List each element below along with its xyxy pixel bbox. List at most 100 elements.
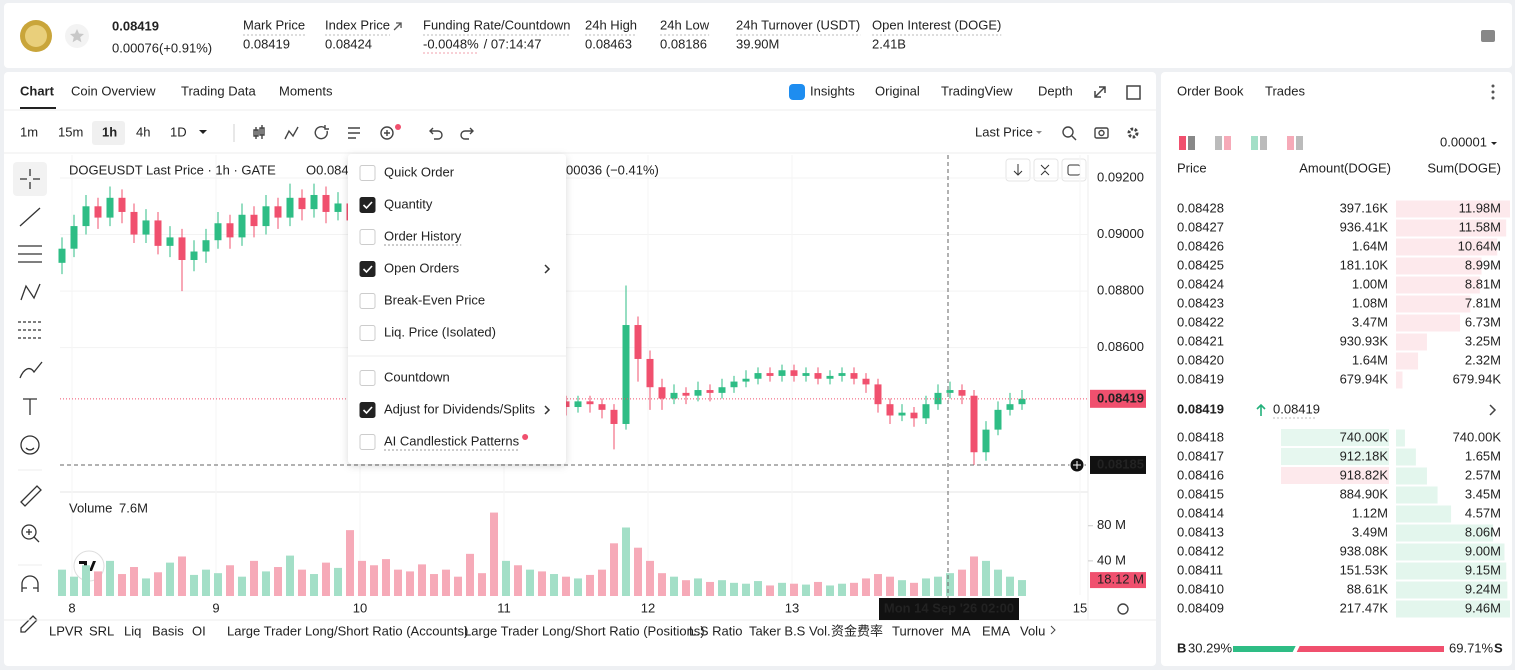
price-type[interactable]: Last Price [975,124,1033,139]
axis-settings[interactable] [1117,603,1129,615]
undo-icon[interactable] [429,127,443,140]
fib-tool[interactable] [18,245,42,263]
pattern-tool[interactable] [20,283,41,301]
projection-tool[interactable] [18,321,42,339]
search-icon[interactable] [1062,126,1074,138]
camera-icon[interactable] [1094,127,1109,139]
chart-tab[interactable]: Coin Overview [71,83,156,98]
ob-tab[interactable]: Trades [1265,83,1305,98]
indicator-tab[interactable]: OI [192,623,206,638]
trendline-tool[interactable] [19,207,41,227]
ob-tab[interactable]: Order Book [1177,83,1244,98]
volume-bar [610,543,618,596]
indicator-tab[interactable]: Volu [1020,623,1045,638]
mid-chevron[interactable] [1489,404,1497,416]
menu-item-label[interactable]: Quick Order [384,164,455,179]
menu-checkbox[interactable] [359,197,376,213]
menu-checkbox[interactable] [359,261,376,277]
settings-icon[interactable] [1127,127,1139,139]
header-icon[interactable] [1481,30,1495,42]
toolbar-icons [199,124,1139,142]
brush-tool[interactable] [19,361,43,379]
view-tab[interactable]: Original [875,83,920,98]
menu-checkbox[interactable] [359,229,376,245]
pencil-tool[interactable] [20,615,38,633]
ruler-tool[interactable] [20,485,42,507]
emoji-tool[interactable] [20,435,40,455]
zoom-tool[interactable] [21,524,37,540]
indicator-tab[interactable]: Turnover [892,623,944,638]
fullscreen-icon[interactable] [1094,86,1106,98]
redo-icon[interactable] [460,127,474,140]
ob-precision[interactable]: 0.00001 [1440,134,1487,149]
replay-icon[interactable] [314,125,329,140]
menu-item-label[interactable]: Quantity [384,196,433,211]
crosshair-tool[interactable] [20,169,40,189]
camera-lens [1098,129,1105,137]
candles-icon[interactable] [253,125,265,139]
menu-item-label[interactable]: Adjust for Dividends/Splits [384,401,536,416]
price-type-dropdown[interactable] [1036,131,1042,134]
window-icon[interactable] [1126,85,1141,100]
candle-body [970,395,978,453]
last-price: 0.08419 [112,18,159,33]
view-tab[interactable]: Depth [1038,83,1073,98]
ob-price: 0.08419 [1177,371,1224,386]
indicator-tab[interactable]: Taker B.S Vol. [749,623,831,638]
template-icon[interactable] [348,127,360,139]
mode-sell[interactable] [1251,136,1258,150]
indicators-icon[interactable] [284,126,299,140]
indicator-tab[interactable]: L.S Ratio [689,623,742,638]
menu-item-label[interactable]: Order History [384,228,462,243]
interval[interactable]: 1D [170,124,187,139]
magnet-tool[interactable] [21,575,39,592]
precision-dropdown[interactable] [1491,142,1497,145]
menu-item-label[interactable]: Liq. Price (Isolated) [384,324,496,339]
menu-checkbox[interactable] [359,402,376,418]
mode-both[interactable] [1179,136,1186,150]
indicator-tab[interactable]: SRL [89,623,114,638]
stat-value: 0.08463 [585,36,632,51]
candle-body [718,387,726,393]
mode-other[interactable] [1287,136,1294,150]
menu-checkbox[interactable] [359,434,376,450]
indicator-tab[interactable]: Liq [124,623,141,638]
more-menu[interactable] [1491,84,1495,100]
indicator-tab[interactable]: LPVR [49,623,83,638]
last-price-tag-label: 0.08419 [1097,390,1144,405]
chart-tab[interactable]: Trading Data [181,83,256,98]
collapse-button[interactable] [1033,158,1059,182]
volume-bar [250,560,258,596]
menu-checkbox[interactable] [359,293,376,309]
candle-body [106,197,114,218]
indicator-tab[interactable]: MA [951,623,971,638]
plus-icon[interactable] [380,126,394,140]
volume-bar [82,565,90,596]
indicator-tab[interactable]: 资金费率 [831,623,883,638]
volume-bar [586,574,594,596]
chart-tab[interactable]: Chart [20,83,55,98]
menu-item-label[interactable]: AI Candlestick Patterns [384,433,520,448]
indicator-tab[interactable]: Large Trader Long/Short Ratio (Positions… [464,623,705,638]
view-tab[interactable]: Insights [810,83,855,98]
indicator-tab[interactable]: Large Trader Long/Short Ratio (Accounts) [227,623,468,638]
interval[interactable]: 15m [58,124,83,139]
menu-item-label[interactable]: Break-Even Price [384,292,485,307]
menu-checkbox[interactable] [359,325,376,341]
menu-item-label[interactable]: Countdown [384,369,450,384]
menu-checkbox[interactable] [359,370,376,386]
chart-tab[interactable]: Moments [279,83,333,98]
mode-buy[interactable] [1215,136,1222,150]
interval-dropdown[interactable] [199,130,207,134]
interval[interactable]: 1m [20,124,38,139]
menu-item-label[interactable]: Open Orders [384,260,460,275]
volume-bar [646,560,654,596]
indicator-tab[interactable]: EMA [982,623,1011,638]
menu-checkbox[interactable] [359,165,376,181]
indicator-next[interactable] [1050,625,1056,635]
text-tool[interactable] [23,398,37,415]
interval[interactable]: 1h [102,124,117,139]
view-tab[interactable]: TradingView [941,83,1013,98]
indicator-tab[interactable]: Basis [152,623,184,638]
interval[interactable]: 4h [136,124,150,139]
